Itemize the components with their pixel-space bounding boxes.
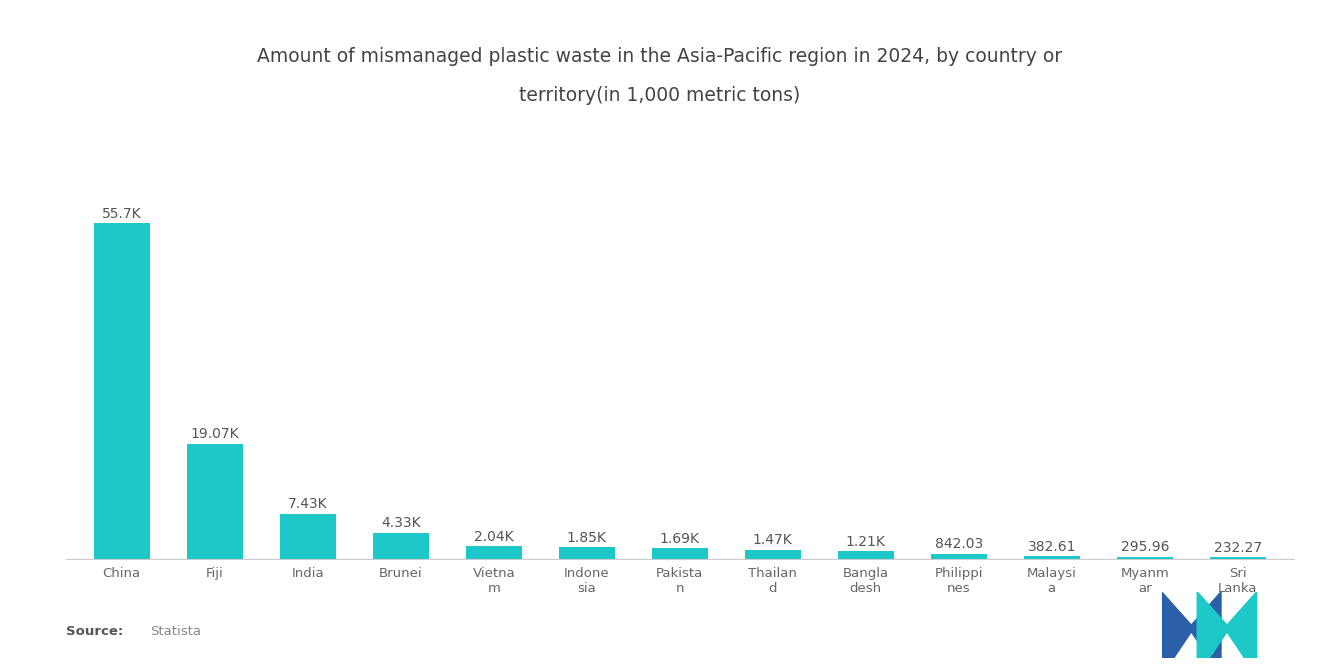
Polygon shape	[1162, 592, 1221, 658]
Bar	[280, 514, 335, 559]
Bar	[1210, 557, 1266, 559]
Text: Statista: Statista	[150, 625, 202, 638]
Text: territory(in 1,000 metric tons): territory(in 1,000 metric tons)	[519, 86, 801, 106]
Bar	[931, 553, 987, 559]
Text: 842.03: 842.03	[935, 537, 983, 551]
Bar	[1024, 557, 1080, 559]
Bar	[187, 444, 243, 559]
Text: 1.85K: 1.85K	[566, 531, 607, 545]
Text: Amount of mismanaged plastic waste in the Asia-Pacific region in 2024, by countr: Amount of mismanaged plastic waste in th…	[257, 47, 1063, 66]
Text: 382.61: 382.61	[1027, 540, 1076, 554]
Bar	[466, 547, 521, 559]
Bar	[744, 550, 801, 559]
Text: 2.04K: 2.04K	[474, 530, 513, 544]
Text: 1.21K: 1.21K	[846, 535, 886, 549]
Text: 1.69K: 1.69K	[660, 532, 700, 546]
Bar	[1117, 557, 1172, 559]
Text: 4.33K: 4.33K	[381, 516, 421, 530]
Text: 7.43K: 7.43K	[288, 497, 327, 511]
Bar	[838, 551, 894, 559]
Text: 19.07K: 19.07K	[190, 428, 239, 442]
Text: 1.47K: 1.47K	[752, 533, 793, 547]
Polygon shape	[1197, 592, 1257, 658]
Bar	[374, 533, 429, 559]
Bar	[558, 547, 615, 559]
Text: 295.96: 295.96	[1121, 541, 1170, 555]
Text: 55.7K: 55.7K	[102, 207, 141, 221]
Bar	[94, 223, 149, 559]
Text: Source:: Source:	[66, 625, 123, 638]
Bar	[652, 549, 708, 559]
Text: 232.27: 232.27	[1213, 541, 1262, 555]
